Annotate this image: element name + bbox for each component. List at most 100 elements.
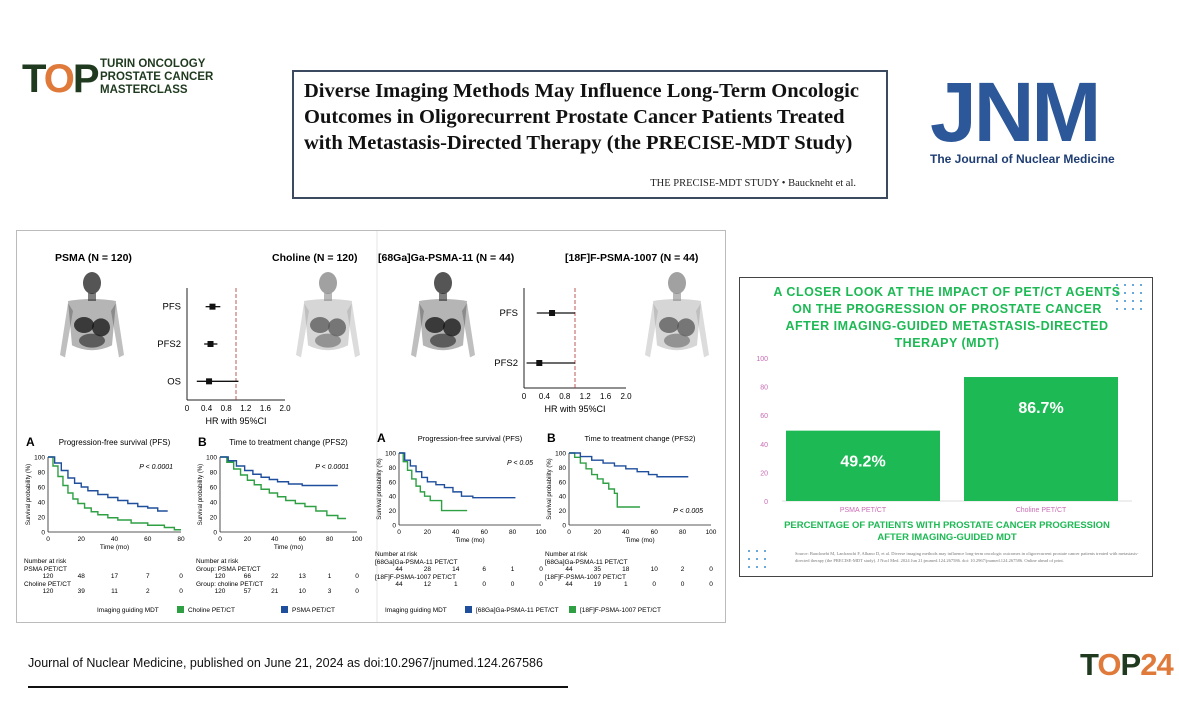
psma-vs-choline-forest-hr-point bbox=[209, 303, 216, 310]
decor-dot bbox=[1132, 308, 1134, 310]
km-risk-value: 10 bbox=[651, 566, 659, 573]
km-risk-value: 1 bbox=[328, 573, 332, 580]
km-xtick: 40 bbox=[271, 536, 279, 543]
km-curve-green bbox=[569, 452, 640, 508]
km-title: Time to treatment change (PFS2) bbox=[584, 434, 696, 443]
km-title: Progression-free survival (PFS) bbox=[59, 438, 171, 447]
km-xtick: 60 bbox=[481, 529, 489, 536]
scan-left-arm bbox=[296, 303, 309, 358]
right-legend-label-1: [68Ga]Ga-PSMA-11 PET/CT bbox=[476, 607, 559, 614]
km-xtick: 80 bbox=[326, 536, 334, 543]
scan-right-arm bbox=[696, 303, 709, 358]
km-xtick: 60 bbox=[651, 529, 659, 536]
km-risk-value: 0 bbox=[709, 566, 713, 573]
km-risk-header: Number at risk bbox=[375, 551, 418, 558]
ga-vs-f-forest-xlabel: HR with 95%CI bbox=[544, 404, 605, 414]
scan-organ-right bbox=[443, 318, 461, 337]
left-legend-swatch-1 bbox=[177, 606, 184, 613]
top-masterclass-logo: TOP TURIN ONCOLOGY PROSTATE CANCER MASTE… bbox=[22, 55, 213, 105]
km-risk-value: 10 bbox=[299, 588, 307, 595]
km-risk-value: 66 bbox=[244, 573, 252, 580]
km-risk-value: 57 bbox=[244, 588, 252, 595]
km-xlabel: Time (mo) bbox=[455, 537, 484, 544]
km-ytick: 20 bbox=[210, 515, 218, 522]
km-risk-value: 18 bbox=[622, 566, 630, 573]
km-xtick: 40 bbox=[622, 529, 630, 536]
km-risk-value: 19 bbox=[594, 581, 602, 588]
scan-head bbox=[434, 272, 452, 294]
km-xtick: 20 bbox=[424, 529, 432, 536]
right-legend-title: Imaging guiding MDT bbox=[385, 607, 447, 614]
km-risk-value: 48 bbox=[78, 573, 86, 580]
km-risk-value: 12 bbox=[424, 581, 432, 588]
decor-dot bbox=[1116, 292, 1118, 294]
label-f-psma: [18F]F-PSMA-1007 (N = 44) bbox=[565, 252, 698, 264]
decor-dot bbox=[1124, 300, 1126, 302]
ga-vs-f-forest-xtick: 0.4 bbox=[539, 392, 551, 401]
ga-vs-f-forest-plot: 0 0.4 0.8 1.2 1.6 2.0 HR with 95%CI PFS PFS2 bbox=[494, 288, 632, 414]
scan-organ-left bbox=[74, 317, 94, 333]
km-pvalue: P < 0.0001 bbox=[315, 464, 349, 471]
scan-organ-low bbox=[315, 333, 341, 348]
km-xtick: 100 bbox=[706, 529, 717, 536]
scan-organ-left bbox=[659, 317, 679, 333]
ga-vs-f-forest-hr-point bbox=[549, 310, 556, 316]
km-ytick: 60 bbox=[389, 479, 397, 486]
km-ylabel: Survival probability (%) bbox=[547, 458, 553, 519]
km-ytick: 20 bbox=[38, 515, 46, 522]
km-xtick: 100 bbox=[536, 529, 547, 536]
psma-vs-choline-forest-row-label: PFS bbox=[163, 302, 181, 313]
km-xtick: 60 bbox=[144, 536, 152, 543]
top-logo-text: TURIN ONCOLOGY PROSTATE CANCER MASTERCLA… bbox=[100, 58, 214, 96]
km-risk-value: 0 bbox=[652, 581, 656, 588]
left-legend-label-2: PSMA PET/CT bbox=[292, 607, 335, 614]
km-panel-letter: A bbox=[377, 431, 386, 445]
bar-ytick: 80 bbox=[760, 385, 768, 392]
km-pvalue: P < 0.05 bbox=[507, 460, 533, 467]
km-risk-value: 0 bbox=[355, 573, 359, 580]
km-ytick: 60 bbox=[559, 479, 567, 486]
km-risk-value: 44 bbox=[395, 581, 403, 588]
km-curve-green bbox=[220, 456, 347, 520]
km-pvalue: P < 0.005 bbox=[673, 508, 703, 515]
bar-category-label: PSMA PET/CT bbox=[840, 507, 887, 514]
scan-neck bbox=[439, 293, 447, 301]
km-ytick: 0 bbox=[213, 530, 217, 537]
psma-vs-choline-forest-hr-point bbox=[206, 378, 213, 385]
km-title: Progression-free survival (PFS) bbox=[418, 434, 523, 443]
km-risk-label: PSMA PET/CT bbox=[24, 566, 67, 573]
km-ytick: 40 bbox=[559, 494, 567, 501]
km-xtick: 0 bbox=[567, 529, 571, 536]
article-running-head: THE PRECISE-MDT STUDY • Bauckneht et al. bbox=[650, 178, 856, 189]
decor-dot bbox=[764, 558, 766, 560]
km-xtick: 0 bbox=[46, 536, 50, 543]
scan-ga-psma bbox=[411, 272, 475, 358]
km-ytick: 60 bbox=[38, 485, 46, 492]
figure-canvas: PSMA (N = 120) Choline (N = 120) [68Ga]Ga-… bbox=[24, 231, 717, 622]
ga-vs-f-forest-xtick: 2.0 bbox=[620, 392, 632, 401]
km-risk-label: [18F]F-PSMA-1007 PET/CT bbox=[375, 574, 456, 581]
km-xtick: 0 bbox=[397, 529, 401, 536]
scan-organ-low bbox=[664, 333, 690, 348]
km-ytick: 80 bbox=[210, 470, 218, 477]
psma-vs-choline-forest-row-label: PFS2 bbox=[157, 339, 181, 350]
km-ytick: 20 bbox=[559, 508, 567, 515]
km-risk-value: 6 bbox=[482, 566, 486, 573]
decor-dot bbox=[1132, 284, 1134, 286]
decor-dot bbox=[764, 550, 766, 552]
scan-organ-left bbox=[425, 317, 445, 333]
scan-organ-low bbox=[79, 333, 105, 348]
km-risk-label: Choline PET/CT bbox=[24, 581, 71, 588]
journal-citation: Journal of Nuclear Medicine, published o… bbox=[28, 656, 543, 670]
km-panel: A Progression-free survival (PFS)02040608… bbox=[24, 435, 185, 595]
km-xtick: 80 bbox=[679, 529, 687, 536]
top24-logo: TOP24 bbox=[1080, 647, 1174, 682]
km-curve-green bbox=[399, 452, 468, 512]
decor-dot bbox=[1124, 284, 1126, 286]
bar-ytick: 20 bbox=[760, 470, 768, 477]
km-risk-value: 17 bbox=[111, 573, 119, 580]
km-risk-value: 1 bbox=[511, 566, 515, 573]
decor-dot bbox=[748, 566, 750, 568]
study-figure: PSMA (N = 120) Choline (N = 120) [68Ga]Ga-… bbox=[16, 230, 726, 623]
km-risk-value: 0 bbox=[681, 581, 685, 588]
